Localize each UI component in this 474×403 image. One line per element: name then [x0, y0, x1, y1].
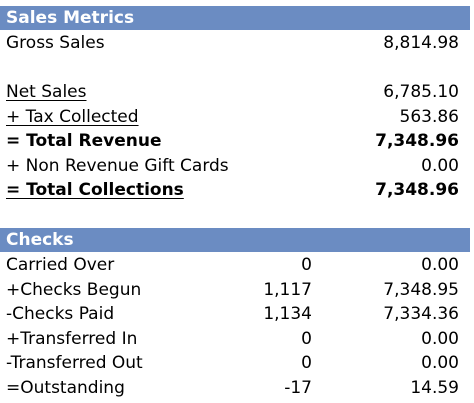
total-collections-label: = Total Collections — [6, 180, 184, 200]
check-row-count: 1,134 — [263, 304, 312, 324]
table-row: =Outstanding -17 14.59 — [0, 376, 470, 400]
tax-collected-label: + Tax Collected — [6, 107, 139, 127]
check-row-label: Carried Over — [6, 255, 115, 275]
tax-collected-value: 563.86 — [399, 107, 459, 127]
check-row-label: -Checks Paid — [6, 304, 115, 324]
check-row-amount: 0.00 — [421, 329, 459, 349]
check-row-amount: 14.59 — [410, 378, 459, 398]
net-sales-row: Net Sales 6,785.10 — [0, 80, 470, 104]
check-row-count: 0 — [301, 255, 312, 275]
table-row: Carried Over 0 0.00 — [0, 253, 470, 277]
table-row: +Checks Begun 1,117 7,348.95 — [0, 278, 470, 302]
non-revenue-gift-cards-value: 0.00 — [421, 156, 459, 176]
total-revenue-row: = Total Revenue 7,348.96 — [0, 129, 470, 153]
table-row: -Transferred Out 0 0.00 — [0, 351, 470, 375]
table-row: +Transferred In 0 0.00 — [0, 327, 470, 351]
check-row-label: =Outstanding — [6, 378, 125, 398]
check-row-count: 0 — [301, 329, 312, 349]
gross-sales-value: 8,814.98 — [383, 33, 459, 53]
gross-sales-label: Gross Sales — [6, 33, 105, 53]
tax-collected-row: + Tax Collected 563.86 — [0, 105, 470, 129]
check-row-label: +Transferred In — [6, 329, 138, 349]
check-row-label: +Checks Begun — [6, 280, 142, 300]
total-collections-value: 7,348.96 — [375, 180, 459, 200]
table-row: -Checks Paid 1,134 7,334.36 — [0, 302, 470, 326]
non-revenue-gift-cards-label: + Non Revenue Gift Cards — [6, 156, 229, 176]
net-sales-label: Net Sales — [6, 82, 87, 102]
total-collections-row: = Total Collections 7,348.96 — [0, 178, 470, 202]
check-row-count: -17 — [284, 378, 312, 398]
total-revenue-label: = Total Revenue — [6, 131, 162, 151]
checks-header: Checks — [0, 228, 470, 252]
non-revenue-gift-cards-row: + Non Revenue Gift Cards 0.00 — [0, 154, 470, 178]
check-row-count: 0 — [301, 353, 312, 373]
gross-sales-row: Gross Sales 8,814.98 — [0, 31, 470, 55]
check-row-amount: 7,348.95 — [383, 280, 459, 300]
check-row-label: -Transferred Out — [6, 353, 143, 373]
check-row-amount: 0.00 — [421, 255, 459, 275]
check-row-amount: 7,334.36 — [383, 304, 459, 324]
sales-metrics-header: Sales Metrics — [0, 6, 470, 30]
net-sales-value: 6,785.10 — [383, 82, 459, 102]
check-row-amount: 0.00 — [421, 353, 459, 373]
total-revenue-value: 7,348.96 — [375, 131, 459, 151]
check-row-count: 1,117 — [263, 280, 312, 300]
